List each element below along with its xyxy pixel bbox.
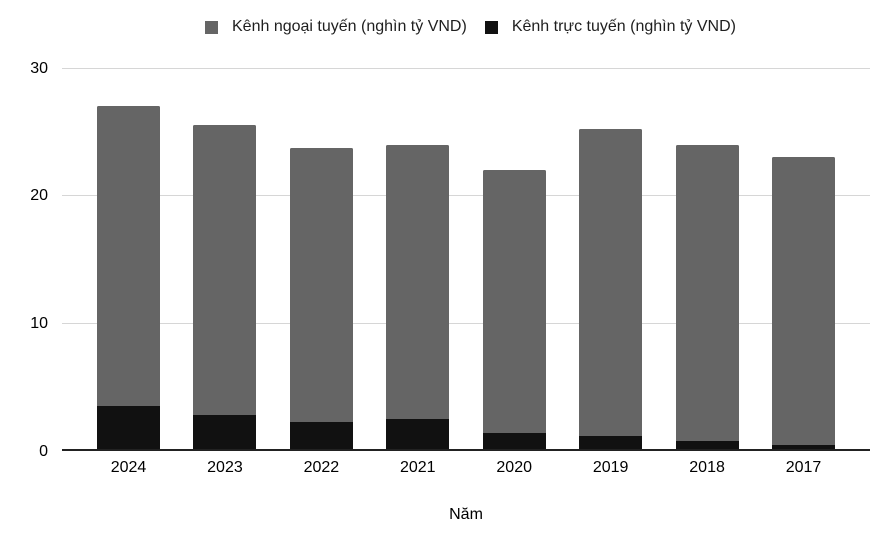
legend-swatch-offline-icon (205, 20, 218, 34)
bar-2017-online[interactable] (771, 444, 835, 451)
x-axis-tick-label: 2018 (689, 459, 725, 476)
legend-item-online[interactable]: Kênh trực tuyến (nghìn tỷ VND) (484, 18, 736, 35)
y-axis-tick-label: 0 (39, 442, 48, 460)
gridline-y20 (62, 195, 870, 197)
legend-item-offline[interactable]: Kênh ngoại tuyến (nghìn tỷ VND) (205, 19, 467, 35)
bar-2020-online[interactable] (482, 433, 546, 451)
x-axis-title: Năm (449, 506, 483, 523)
gridline-y10 (62, 322, 870, 324)
chart-legend: Kênh ngoại tuyến (nghìn tỷ VND) Kênh trự… (205, 19, 736, 35)
y-axis-tick-label: 10 (30, 314, 48, 332)
bar-2022-offline[interactable] (289, 148, 353, 422)
bar-2019-offline[interactable] (579, 129, 643, 436)
legend-label-offline: Kênh ngoại tuyến (nghìn tỷ VND) (232, 18, 467, 35)
bar-2022-online[interactable] (289, 421, 353, 451)
legend-swatch-online-icon (484, 20, 498, 34)
bar-2018-offline[interactable] (675, 144, 739, 441)
bar-2017-offline[interactable] (771, 157, 835, 445)
y-axis-tick-label: 30 (30, 59, 48, 77)
x-axis-tick-label: 2023 (207, 459, 243, 476)
bar-2023-offline[interactable] (193, 125, 257, 416)
bar-2024-offline[interactable] (97, 106, 160, 407)
x-axis-tick-label: 2020 (496, 459, 532, 476)
x-axis-tick-label: 2019 (592, 459, 629, 476)
bar-2018-online[interactable] (675, 440, 739, 451)
bar-2021-online[interactable] (386, 419, 450, 451)
bar-2020-offline[interactable] (482, 170, 546, 434)
x-axis-tick-label: 2024 (110, 459, 147, 476)
y-axis-tick-label: 20 (30, 187, 48, 205)
x-axis-tick-label: 2017 (785, 459, 822, 476)
bar-2023-online[interactable] (193, 415, 257, 451)
x-axis-tick-label: 2021 (399, 459, 436, 476)
x-axis-line (62, 449, 870, 451)
plot-area: 2024 2023 2022 2021 2020 2019 2018 2017 (62, 67, 870, 476)
bar-2019-online[interactable] (579, 435, 643, 451)
gridline-y30 (62, 67, 870, 69)
x-axis-tick-label: 2022 (303, 459, 340, 476)
legend-label-online: Kênh trực tuyến (nghìn tỷ VND) (511, 18, 736, 35)
bar-2024-online[interactable] (97, 406, 160, 451)
bar-2021-offline[interactable] (386, 144, 450, 420)
